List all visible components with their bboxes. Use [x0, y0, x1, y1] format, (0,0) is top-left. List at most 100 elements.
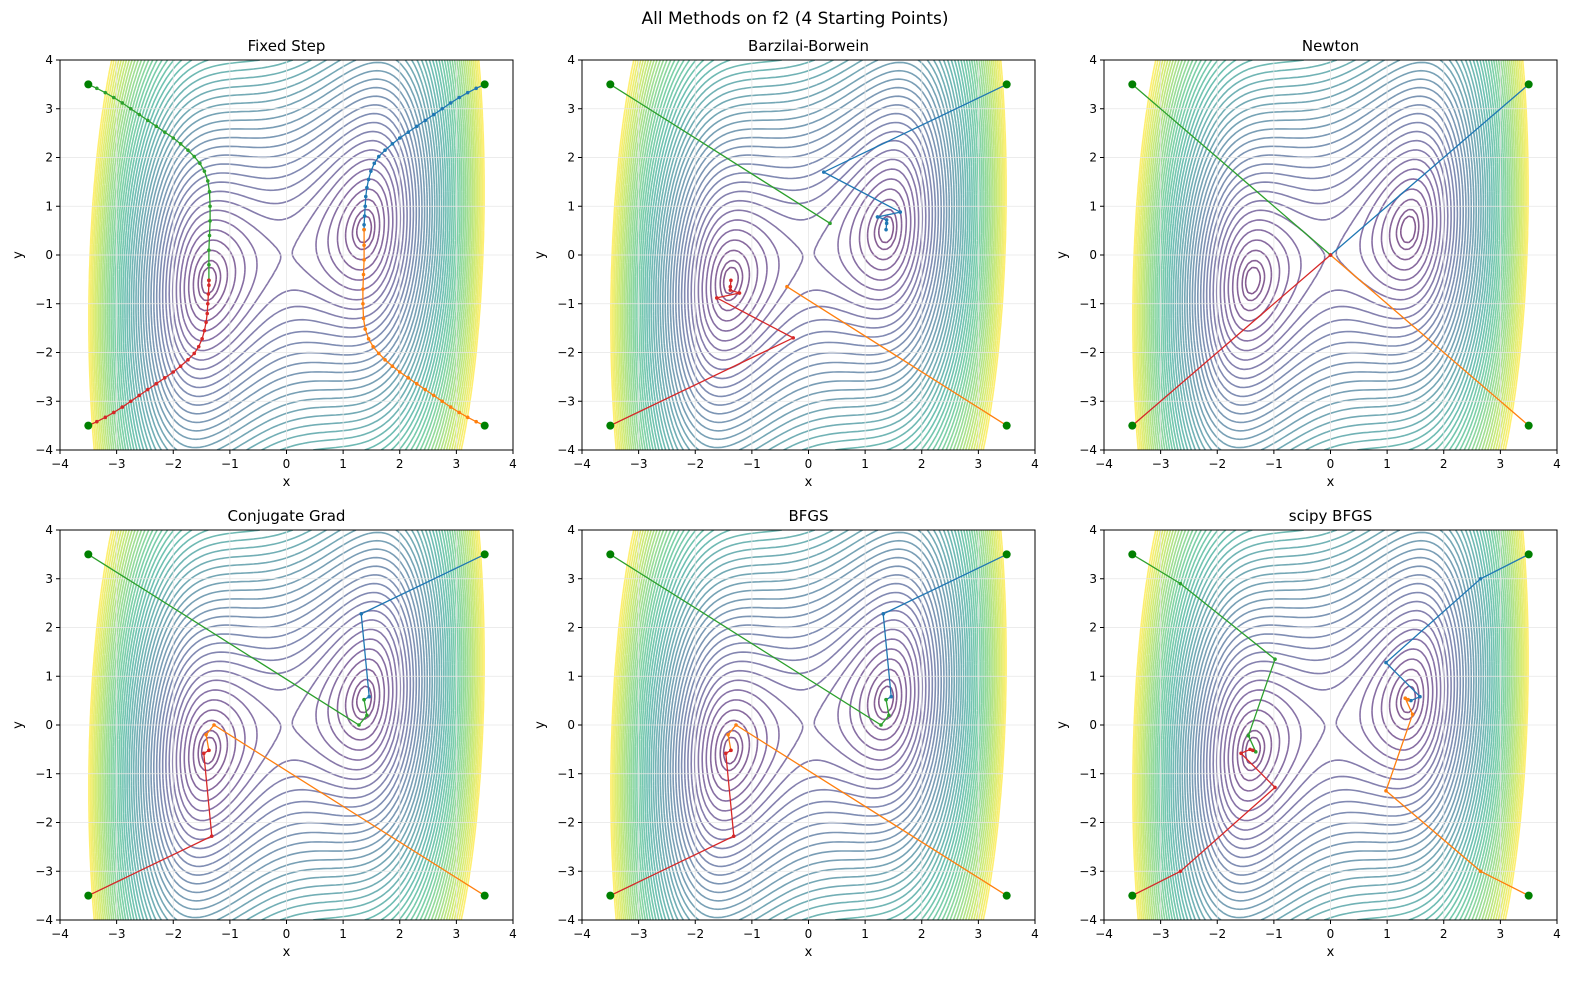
contour-line: [175, 628, 398, 822]
trajectory-point: [363, 327, 368, 331]
contour-line: [106, 60, 467, 450]
trajectory-point: [406, 376, 411, 380]
trajectory-point: [734, 723, 738, 727]
contour-line: [183, 178, 390, 332]
trajectory-point: [1248, 747, 1252, 752]
trajectory-point: [737, 291, 742, 295]
contour-line: [675, 565, 942, 885]
y-tick-label: 2: [567, 151, 575, 165]
y-tick-label: 2: [567, 621, 575, 635]
contour-line: [613, 60, 1004, 450]
trajectory-point: [198, 161, 202, 166]
contour-line: [667, 539, 950, 911]
contour-line: [690, 609, 927, 841]
contour-line: [91, 530, 482, 920]
contour-line: [697, 158, 920, 352]
contour-line: [1147, 530, 1514, 920]
contour-line: [1148, 530, 1513, 920]
contour-line: [89, 60, 484, 450]
contour-line: [680, 112, 937, 398]
trajectory-point: [212, 723, 216, 727]
contour-line: [165, 130, 408, 380]
contour-line: [719, 678, 898, 772]
contour-line: [1154, 530, 1507, 920]
y-tick-label: 1: [567, 669, 575, 683]
trajectory-line-2: [727, 724, 1008, 897]
contour-line: [122, 530, 451, 920]
contour-line: [697, 628, 920, 822]
trajectory-point: [729, 748, 733, 753]
contour-line: [1140, 60, 1521, 450]
trajectory-point: [414, 381, 419, 386]
x-tick-label: −3: [1152, 457, 1170, 471]
contour-line: [634, 530, 983, 920]
contour-line: [1156, 60, 1505, 450]
contour-line: [709, 188, 908, 322]
contour-line: [664, 61, 953, 449]
start-marker: [606, 80, 615, 89]
start-marker: [606, 421, 615, 430]
x-tick-label: −4: [1095, 457, 1113, 471]
contour-line: [1181, 530, 1480, 920]
trajectory-point: [362, 258, 366, 262]
contour-line: [705, 648, 912, 802]
contour-line: [1170, 60, 1491, 450]
trajectory-point: [383, 148, 387, 152]
trajectory-point: [111, 95, 116, 100]
contour-line: [1199, 574, 1462, 876]
trajectory-point: [137, 112, 142, 117]
contour-line: [714, 668, 903, 782]
contour-line: [150, 86, 423, 424]
trajectory-line-3: [609, 83, 831, 224]
contour-line: [175, 158, 398, 352]
contour-line: [120, 60, 453, 450]
trajectory-point: [145, 387, 150, 392]
contour-line: [1212, 609, 1449, 841]
y-tick-label: 0: [567, 718, 575, 732]
contour-line: [621, 530, 996, 920]
contour-line: [91, 60, 482, 450]
trajectory-point: [397, 370, 402, 374]
x-tick-label: −1: [1265, 927, 1283, 941]
trajectory-point: [448, 405, 453, 409]
subplot-title: scipy BFGS: [1289, 507, 1372, 525]
trajectory-point: [731, 834, 736, 838]
contour-line: [664, 531, 953, 919]
x-tick-label: 2: [396, 927, 404, 941]
trajectory-point: [726, 732, 730, 737]
contour-line: [619, 530, 998, 920]
subplot-3: −4 −3 −2 −1 0 1 2 3 4 −4 −3 −2 −1 0 1 2 3 4 Newton x y: [1055, 37, 1561, 490]
contour-line: [1168, 60, 1493, 450]
x-tick-label: 4: [1031, 927, 1039, 941]
y-tick-label: 3: [1089, 572, 1097, 586]
plot-area: [582, 60, 1035, 450]
trajectory-point: [362, 697, 366, 702]
start-marker: [1524, 421, 1533, 430]
contour-line: [88, 60, 485, 450]
trajectory-point: [828, 221, 832, 226]
contour-line: [623, 60, 994, 450]
contour-line: [112, 530, 461, 920]
x-tick-label: −3: [1152, 927, 1170, 941]
x-axis-label: x: [283, 475, 291, 490]
y-tick-label: −2: [35, 346, 53, 360]
trajectory-point: [95, 419, 99, 424]
contour-line: [626, 530, 991, 920]
y-tick-label: −1: [35, 297, 53, 311]
contour-line: [135, 60, 438, 450]
trajectory-line-2: [205, 724, 486, 897]
plot-area: [1104, 60, 1557, 450]
contour-line: [1135, 60, 1526, 450]
x-tick-label: 2: [1440, 927, 1448, 941]
trajectory-point: [128, 106, 133, 111]
x-tick-label: 4: [1553, 927, 1561, 941]
contour-line: [646, 60, 971, 450]
trajectory-point: [1384, 789, 1388, 793]
subplot-2: −4 −3 −2 −1 0 1 2 3 4 −4 −3 −2 −1 0 1 2 3 4 Barzilai-Borwe…: [533, 37, 1039, 490]
trajectory-point: [714, 296, 719, 300]
contour-line: [683, 121, 934, 389]
trajectory-point: [376, 351, 381, 356]
contour-line: [1231, 658, 1430, 792]
x-tick-label: 2: [1440, 457, 1448, 471]
contour-line: [142, 531, 431, 919]
